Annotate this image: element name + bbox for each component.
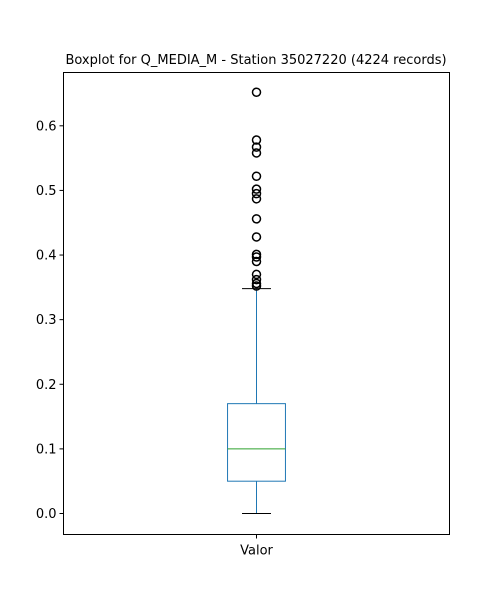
outlier-point [251,142,262,152]
y-tick-label: 0.0 [36,507,57,522]
outlier-point [251,188,262,199]
y-tick-label: 0.4 [36,249,57,264]
outlier-point [251,214,262,224]
outlier-point [251,87,262,97]
outlier-point [251,148,262,158]
outlier-point [251,249,262,260]
chart-title: Boxplot for Q_MEDIA_M - Station 35027220… [65,53,446,68]
outlier-point [251,135,262,145]
y-tick-label: 0.1 [36,442,57,457]
outlier-point [251,256,262,267]
outlier-point [251,252,262,262]
outlier-point [251,194,262,204]
outlier-point [251,274,262,285]
y-tick-label: 0.2 [36,378,57,393]
box-group [227,87,286,514]
iqr-box [227,403,286,482]
x-tick-label: Valor [240,544,273,559]
outlier-point [251,278,262,289]
outlier-point [251,269,262,280]
y-tick-label: 0.5 [36,184,57,199]
outlier-point [251,184,262,194]
outlier-point [251,232,262,242]
y-tick-label: 0.3 [36,313,57,328]
x-axis: Valor [240,534,274,559]
y-axis: 0.0 0.1 0.2 0.3 0.4 0.5 0.6 [36,119,64,522]
outlier-point [251,281,262,291]
outlier-point [251,171,262,181]
y-tick-label: 0.6 [36,119,57,134]
